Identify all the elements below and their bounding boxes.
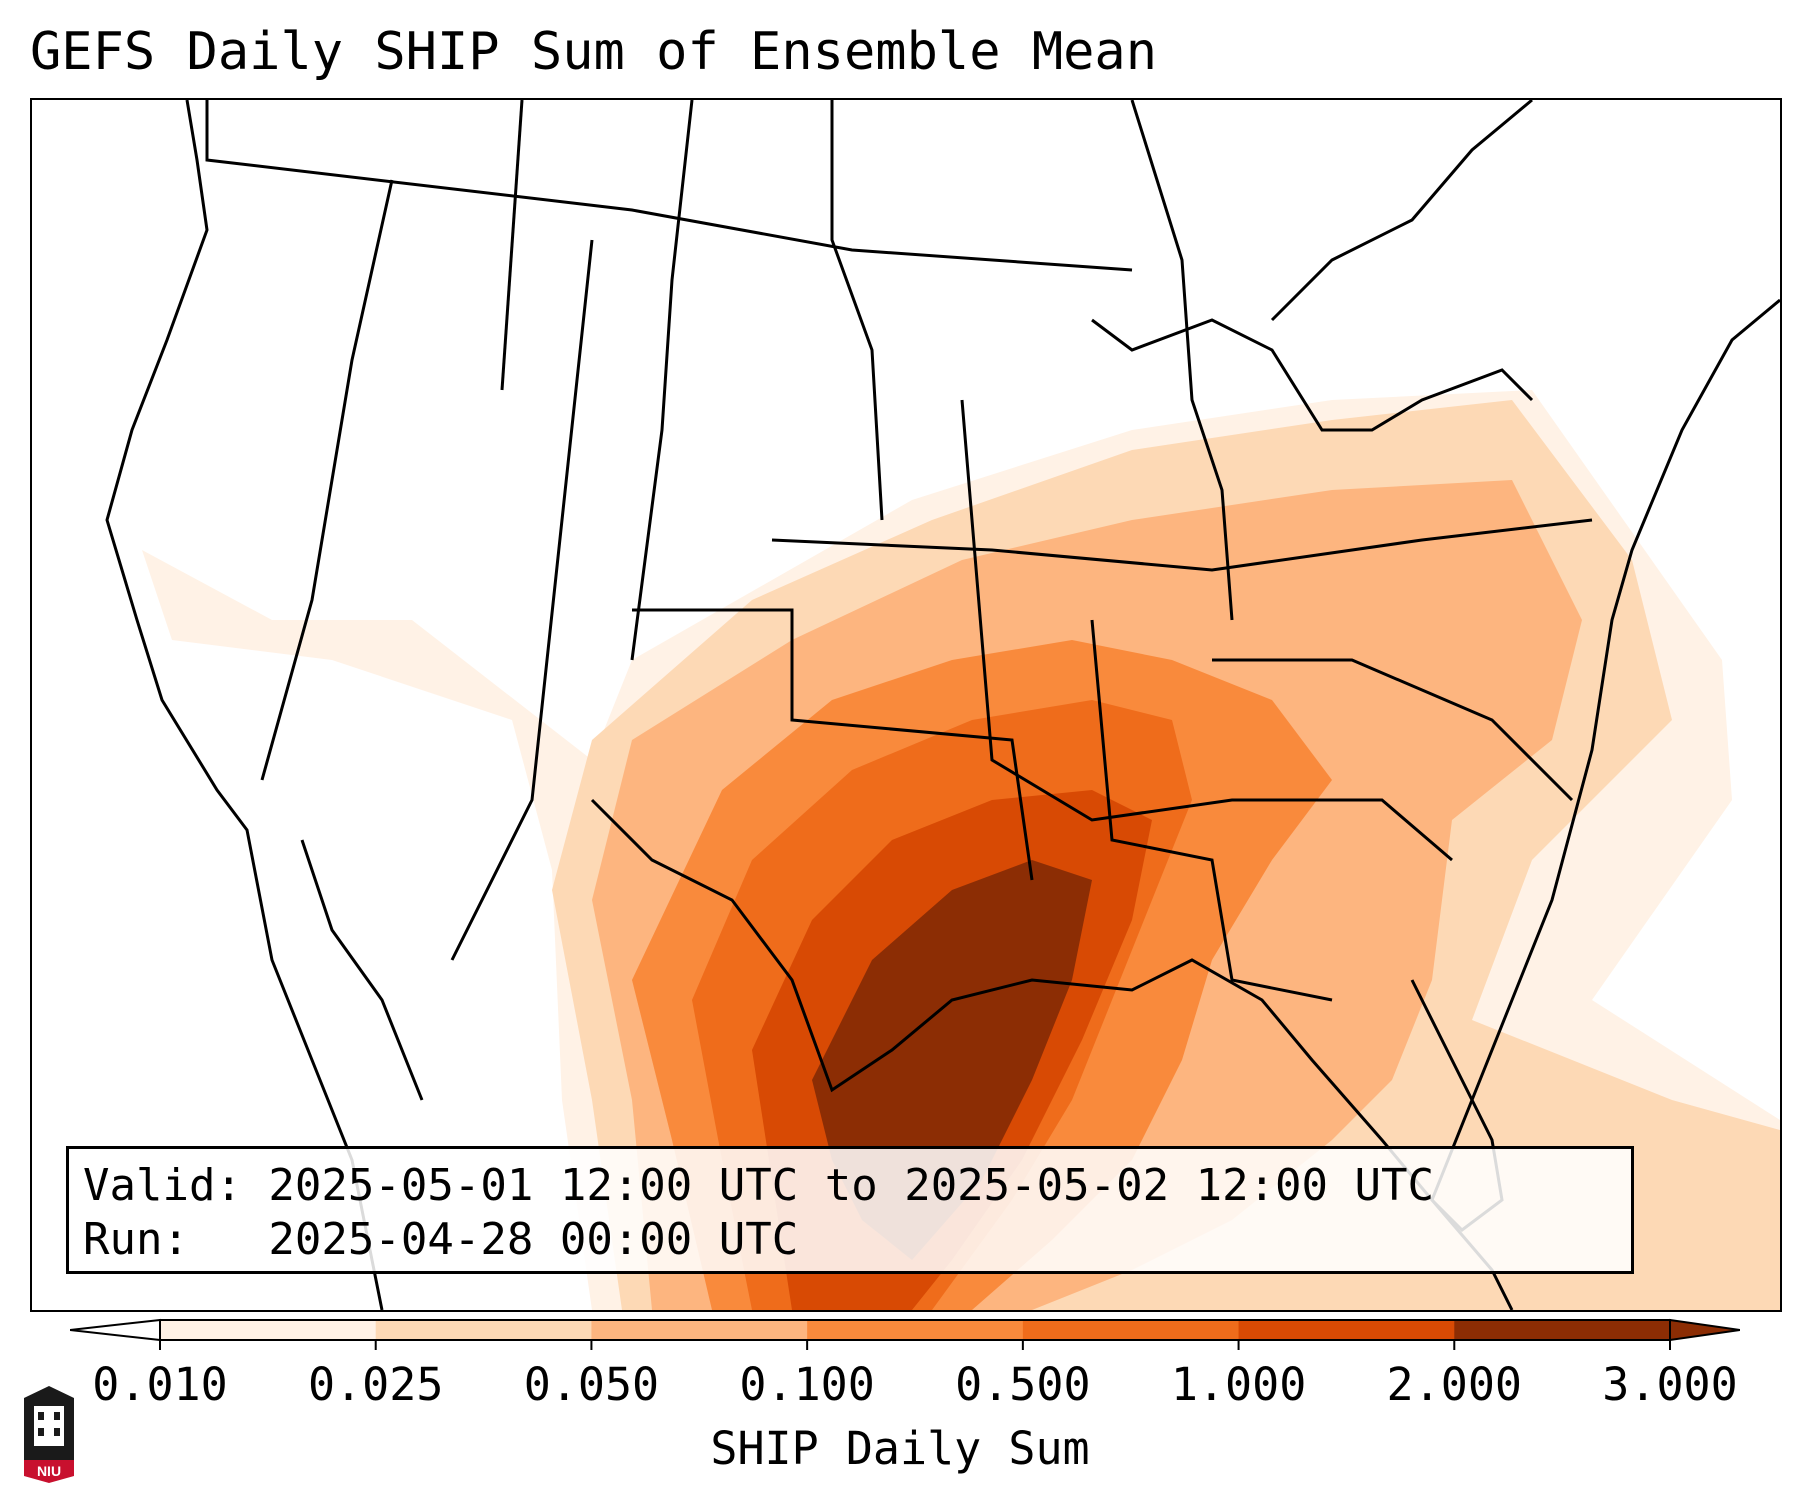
baja-line <box>300 839 424 1101</box>
east-coast-line <box>1430 298 1780 1201</box>
west-coast-line <box>105 100 384 1310</box>
map-canvas <box>105 100 1780 1310</box>
state-line-1 <box>500 100 524 391</box>
canada-border-line <box>205 100 1133 272</box>
colorbar <box>70 1318 1740 1350</box>
state-line-10 <box>260 179 394 781</box>
colorbar-segments <box>70 1318 1740 1342</box>
state-line-11 <box>1212 658 1574 802</box>
state-line-2 <box>450 239 594 961</box>
colorbar-segment <box>1454 1320 1671 1340</box>
colorbar-ticks <box>159 1340 1671 1350</box>
colorbar-segment <box>1022 1320 1240 1340</box>
tick-label: 0.010 <box>92 1358 228 1411</box>
state-line-9 <box>630 100 694 661</box>
state-line-7 <box>1130 100 1234 621</box>
great-lakes-line <box>1091 318 1534 432</box>
state-line-12 <box>1270 100 1533 322</box>
tick-label: 2.000 <box>1386 1358 1523 1411</box>
logo-text: NIU <box>37 1463 61 1479</box>
tick-label: 0.100 <box>739 1358 875 1411</box>
colorbar-segment <box>807 1320 1024 1340</box>
tick-label: 1.000 <box>1170 1358 1307 1411</box>
ship-field <box>142 390 1780 1310</box>
valid-run-info-box: Valid: 2025-05-01 12:00 UTC to 2025-05-0… <box>66 1146 1634 1274</box>
map-panel <box>30 98 1782 1312</box>
valid-time-text: Valid: 2025-05-01 12:00 UTC to 2025-05-0… <box>83 1160 1435 1211</box>
colorbar-min-extension <box>70 1318 161 1342</box>
state-line-6 <box>1090 619 1333 1002</box>
colorbar-segment <box>375 1320 592 1340</box>
map-title: GEFS Daily SHIP Sum of Ensemble Mean <box>30 22 1158 82</box>
tick-label: 0.050 <box>523 1358 660 1411</box>
state-line-8 <box>830 100 884 521</box>
state-line-5 <box>771 518 1593 572</box>
colorbar-segment <box>1238 1320 1455 1340</box>
colorbar-segment <box>160 1320 377 1340</box>
colorbar-label: SHIP Daily Sum <box>710 1422 1090 1475</box>
state-line-3 <box>632 608 1034 881</box>
run-time-text: Run: 2025-04-28 00:00 UTC <box>83 1214 799 1265</box>
tick-label: 0.500 <box>955 1358 1091 1411</box>
tick-label: 3.000 <box>1602 1358 1738 1411</box>
state-line-4 <box>960 399 1453 862</box>
niu-logo: NIU <box>24 1386 74 1483</box>
colorbar-segment <box>591 1320 808 1340</box>
colorbar-outline <box>159 1319 1671 1341</box>
colorbar-max-extension <box>1669 1318 1740 1342</box>
tick-label: 0.025 <box>307 1358 444 1411</box>
